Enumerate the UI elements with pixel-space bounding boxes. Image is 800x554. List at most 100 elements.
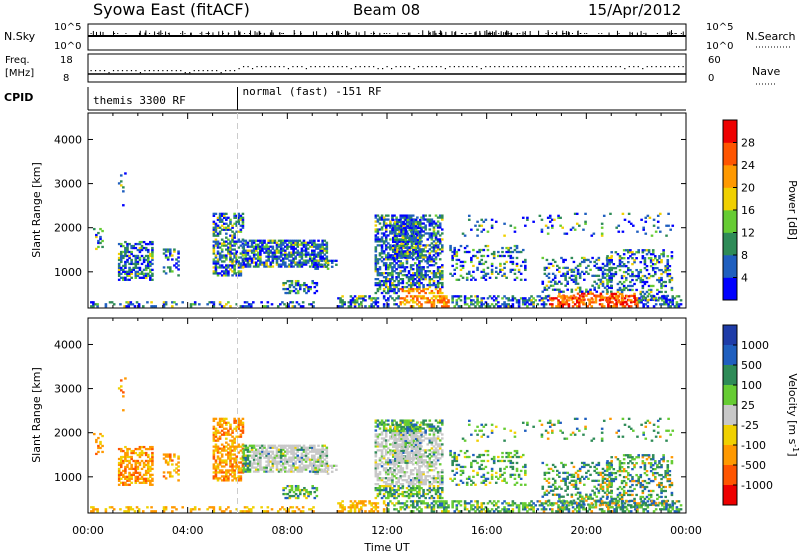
- power-cell: [218, 216, 222, 219]
- power-cell: [545, 288, 549, 291]
- colorbar-swatch: [723, 277, 737, 301]
- velocity-cell: [319, 448, 322, 451]
- velocity-cell: [235, 479, 238, 482]
- velocity-cell: [374, 467, 378, 470]
- power-cell: [666, 266, 670, 270]
- power-cell: [432, 246, 436, 249]
- power-cell: [231, 224, 234, 227]
- power-cell: [384, 222, 388, 225]
- power-cell: [633, 274, 636, 278]
- power-cell: [297, 303, 301, 306]
- nsearch-point: [180, 33, 182, 34]
- power-cell: [434, 272, 438, 275]
- power-cell: [641, 280, 645, 284]
- velocity-cell: [175, 467, 178, 470]
- nsearch-point: [598, 33, 600, 34]
- velocity-cell: [225, 453, 228, 456]
- power-cell: [618, 261, 622, 264]
- velocity-cell: [288, 458, 291, 461]
- power-cell: [600, 232, 604, 235]
- nave-point: [247, 66, 249, 68]
- power-cell: [360, 301, 363, 304]
- power-cell: [227, 248, 230, 251]
- power-cell: [225, 240, 228, 243]
- power-cell: [553, 218, 556, 221]
- velocity-cell: [298, 488, 302, 492]
- power-cell: [424, 226, 427, 229]
- velocity-cell: [175, 471, 178, 474]
- power-cell: [660, 276, 663, 280]
- power-cell: [382, 232, 386, 235]
- power-cell: [391, 244, 395, 247]
- power-cell: [389, 279, 392, 283]
- power-cell: [584, 222, 587, 225]
- power-cell: [517, 270, 521, 274]
- power-cell: [482, 220, 486, 223]
- power-cell: [422, 274, 425, 277]
- velocity-cell: [171, 475, 174, 478]
- y-tick-label: 2000: [54, 222, 82, 235]
- power-cell: [254, 239, 258, 242]
- power-cell: [273, 253, 277, 256]
- power-cell: [400, 238, 403, 242]
- velocity-cell: [246, 468, 250, 471]
- power-cell: [490, 262, 494, 266]
- power-cell: [570, 268, 574, 272]
- velocity-cell: [220, 447, 224, 450]
- power-cell: [142, 258, 146, 262]
- nsearch-point: [249, 33, 251, 34]
- nave-point: [305, 68, 307, 70]
- power-cell: [407, 287, 411, 291]
- velocity-cell: [250, 444, 254, 447]
- power-cell: [610, 266, 613, 270]
- power-cell: [459, 244, 463, 248]
- power-cell: [298, 253, 302, 256]
- power-cell: [455, 250, 459, 254]
- power-cell: [244, 241, 248, 244]
- power-cell: [432, 276, 436, 279]
- velocity-cell: [220, 449, 224, 452]
- velocity-cell: [303, 492, 306, 496]
- power-cell: [244, 243, 248, 246]
- power-cell: [242, 263, 246, 266]
- power-cell: [463, 301, 467, 304]
- power-cell: [241, 224, 245, 227]
- power-cell: [407, 278, 411, 281]
- power-cell: [402, 238, 405, 242]
- velocity-cell: [122, 391, 125, 394]
- power-cell: [570, 278, 574, 281]
- power-cell: [409, 276, 413, 279]
- power-cell: [394, 244, 397, 247]
- velocity-cell: [384, 496, 388, 500]
- power-cell: [271, 245, 275, 248]
- power-cell: [125, 305, 128, 308]
- power-cell: [248, 265, 252, 268]
- nave-point: [269, 66, 272, 68]
- power-cell: [237, 256, 241, 259]
- power-cell: [532, 220, 535, 223]
- velocity-cell: [380, 477, 384, 480]
- velocity-cell: [313, 458, 316, 461]
- power-cell: [652, 295, 656, 298]
- velocity-cell: [389, 429, 392, 432]
- velocity-cell: [323, 444, 327, 447]
- velocity-cell: [277, 460, 281, 463]
- power-cell: [671, 297, 675, 300]
- power-cell: [99, 227, 102, 231]
- velocity-cell: [254, 454, 258, 457]
- power-cell: [177, 274, 180, 277]
- power-cell: [494, 270, 498, 274]
- power-cell: [651, 263, 655, 266]
- power-cell: [124, 260, 127, 264]
- velocity-cell: [376, 473, 380, 476]
- power-cell: [246, 251, 250, 254]
- velocity-cell: [227, 447, 230, 450]
- power-cell: [229, 260, 232, 263]
- power-cell: [126, 278, 129, 281]
- velocity-cell: [279, 450, 283, 453]
- power-cell: [631, 253, 634, 256]
- power-cell: [641, 251, 645, 254]
- power-cell: [482, 270, 486, 274]
- power-cell: [651, 268, 655, 272]
- power-cell: [349, 301, 353, 304]
